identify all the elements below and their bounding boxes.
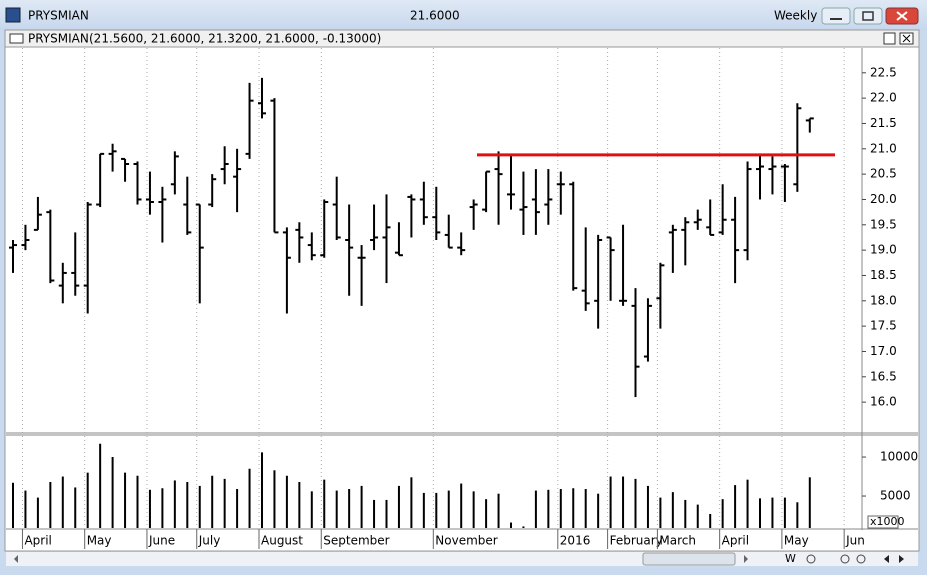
y-tick-label: 16.0: [870, 395, 897, 409]
chart-icon: [9, 33, 24, 44]
volume-unit-label: x1000: [870, 515, 905, 528]
maximize-icon: [862, 11, 874, 21]
scroll-thumb[interactable]: [642, 552, 736, 566]
panel-close-icon: [902, 34, 911, 43]
y-tick-label: 19.0: [870, 243, 897, 257]
title-bar: [0, 0, 927, 30]
last-price: 21.6000: [410, 9, 460, 23]
x-tick-label: April: [24, 534, 51, 548]
zoom-out-icon[interactable]: [840, 554, 850, 564]
y-tick-label: 18.0: [870, 293, 897, 307]
x-tick-label: September: [323, 534, 389, 548]
app-icon: [5, 7, 21, 23]
y-tick-label: 17.0: [870, 344, 897, 358]
nav-left[interactable]: [884, 555, 889, 563]
scroll-right[interactable]: [744, 555, 748, 563]
volume-tick-label: 10000: [880, 450, 918, 464]
volume-tick-label: 5000: [880, 489, 911, 503]
close-icon: [896, 11, 908, 21]
unit-box: [867, 515, 899, 529]
x-tick-label: Jun: [845, 534, 865, 548]
x-tick-label: May: [87, 534, 112, 548]
y-tick-label: 20.0: [870, 192, 897, 206]
x-tick-label: May: [784, 534, 809, 548]
nav-right[interactable]: [899, 555, 904, 563]
y-tick-label: 20.5: [870, 167, 897, 181]
x-tick-label: February: [610, 534, 663, 548]
y-tick-label: 17.5: [870, 319, 897, 333]
plot: April May June July August September November 2…: [9, 48, 918, 549]
x-tick-label: August: [261, 534, 303, 548]
y-tick-label: 16.5: [870, 369, 897, 383]
period-label: Weekly: [774, 9, 817, 23]
chart-panel: [4, 29, 920, 552]
y-tick-label: 21.0: [870, 141, 897, 155]
y-tick-label: 22.5: [870, 65, 897, 79]
scrollbar[interactable]: [6, 552, 918, 566]
x-tick-label: June: [148, 534, 175, 548]
x-tick-label: November: [435, 534, 497, 548]
restore-button[interactable]: [883, 32, 896, 45]
chart-header: [4, 29, 920, 48]
scroll-left[interactable]: [14, 555, 18, 563]
minimize-button[interactable]: [821, 7, 851, 25]
x-tick-label: April: [722, 534, 749, 548]
window-title: PRYSMIAN: [28, 9, 89, 23]
x-tick-label: July: [198, 534, 221, 548]
x-tick-label: 2016: [560, 534, 591, 548]
maximize-button[interactable]: [853, 7, 883, 25]
y-tick-label: 21.5: [870, 116, 897, 130]
y-tick-label: 19.5: [870, 217, 897, 231]
chart-symbol: PRYSMIAN: [28, 32, 89, 46]
zoom-in-icon[interactable]: [856, 554, 866, 564]
x-tick-label: March: [659, 534, 696, 548]
y-tick-label: 18.5: [870, 268, 897, 282]
chart-quote: (21.5600, 21.6000, 21.3200, 21.6000, -0.…: [89, 32, 381, 46]
toolbar-icon[interactable]: [806, 554, 816, 564]
period-button[interactable]: W: [785, 552, 796, 565]
y-tick-label: 22.0: [870, 91, 897, 105]
